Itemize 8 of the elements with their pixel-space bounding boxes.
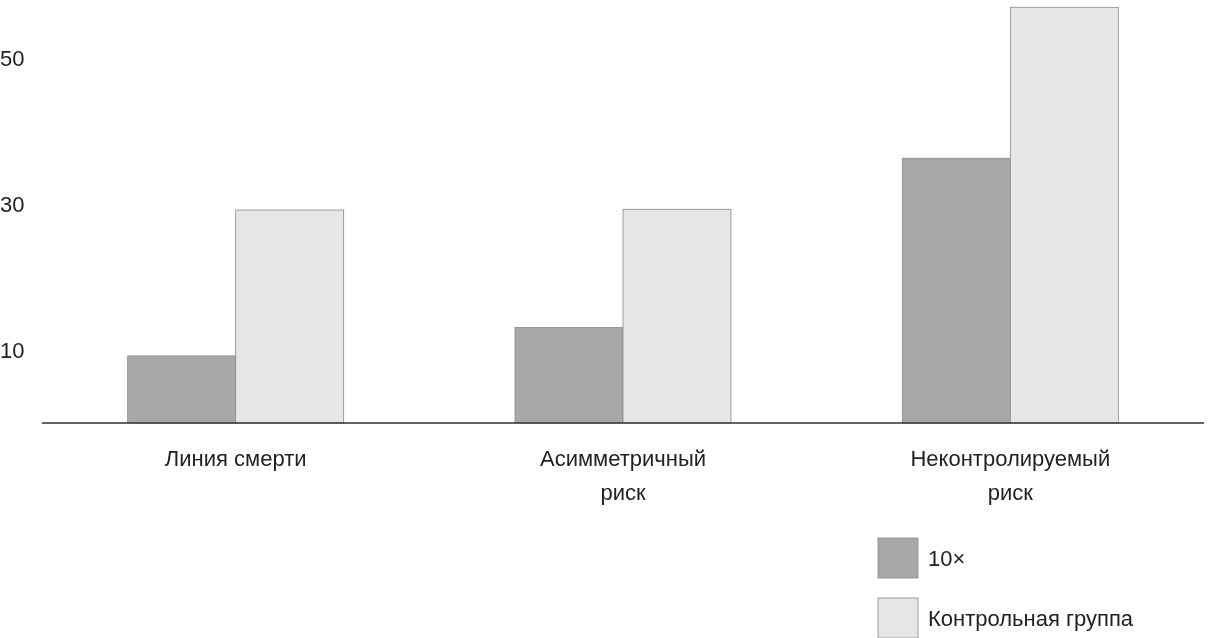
x-tick-label: Неконтролируемый риск (910, 446, 1111, 505)
x-tick-label: Линия смерти (164, 446, 307, 471)
x-tick-label: Асимметричный риск (539, 446, 707, 505)
y-tick-label: 50 (0, 46, 25, 72)
y-tick-label: 30 (0, 191, 25, 217)
legend-label: Контрольная группа (928, 605, 1134, 631)
y-tick-label: 10 (0, 337, 25, 363)
legend-label: 10× (928, 545, 966, 571)
